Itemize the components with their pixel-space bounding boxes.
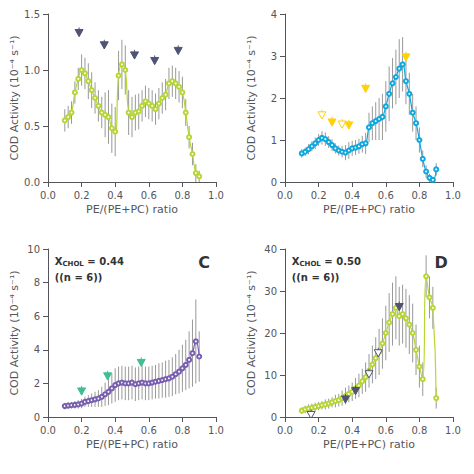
svg-text:COD Activity (10⁻⁴ s⁻¹): COD Activity (10⁻⁴ s⁻¹) <box>8 35 21 160</box>
svg-text:0.6: 0.6 <box>141 425 157 436</box>
svg-text:2: 2 <box>34 378 40 389</box>
svg-text:PE/(PE+PC) ratio: PE/(PE+PC) ratio <box>86 203 178 216</box>
svg-text:1: 1 <box>271 135 277 146</box>
svg-text:0.0: 0.0 <box>40 425 56 436</box>
svg-text:10: 10 <box>27 244 40 255</box>
svg-text:0.2: 0.2 <box>74 425 90 436</box>
svg-text:0.4: 0.4 <box>344 425 360 436</box>
svg-text:X: X <box>291 255 300 267</box>
svg-text:0.8: 0.8 <box>174 190 190 201</box>
svg-text:1.5: 1.5 <box>24 9 40 20</box>
svg-text:0.0: 0.0 <box>24 177 40 188</box>
svg-text:D: D <box>435 253 448 272</box>
svg-text:0.4: 0.4 <box>107 190 123 201</box>
svg-text:0.6: 0.6 <box>378 425 394 436</box>
svg-text:((n = 6)): ((n = 6)) <box>292 272 340 283</box>
svg-text:= 0.44: = 0.44 <box>84 256 124 267</box>
svg-text:0: 0 <box>271 177 277 188</box>
svg-text:CHOL: CHOL <box>299 260 321 268</box>
svg-text:10: 10 <box>264 370 277 381</box>
svg-text:20: 20 <box>264 328 277 339</box>
svg-text:2: 2 <box>271 93 277 104</box>
svg-text:((n = 6)): ((n = 6)) <box>55 272 103 283</box>
svg-text:0.4: 0.4 <box>107 425 123 436</box>
svg-text:30: 30 <box>264 286 277 297</box>
svg-text:CHOL: CHOL <box>62 260 84 268</box>
svg-text:1.0: 1.0 <box>445 190 461 201</box>
svg-text:PE/(PE+PC) ratio: PE/(PE+PC) ratio <box>323 438 415 451</box>
svg-text:0.0: 0.0 <box>277 425 293 436</box>
svg-text:3: 3 <box>271 51 277 62</box>
svg-text:0.8: 0.8 <box>411 425 427 436</box>
svg-text:6: 6 <box>34 311 40 322</box>
svg-text:0.6: 0.6 <box>141 190 157 201</box>
svg-text:COD Activity (10⁻⁴ s⁻¹): COD Activity (10⁻⁴ s⁻¹) <box>245 35 258 160</box>
svg-text:COD Activity (10⁻⁴ s⁻¹): COD Activity (10⁻⁴ s⁻¹) <box>245 270 258 395</box>
svg-text:X: X <box>54 255 63 267</box>
svg-text:= 0.50: = 0.50 <box>321 256 361 267</box>
svg-text:PE/(PE+PC) ratio: PE/(PE+PC) ratio <box>323 203 415 216</box>
svg-text:0.4: 0.4 <box>344 190 360 201</box>
svg-text:1.0: 1.0 <box>208 425 224 436</box>
svg-text:4: 4 <box>271 9 277 20</box>
svg-text:0.6: 0.6 <box>378 190 394 201</box>
svg-text:0: 0 <box>34 412 40 423</box>
svg-text:1.0: 1.0 <box>24 65 40 76</box>
svg-text:1.0: 1.0 <box>445 425 461 436</box>
svg-text:0: 0 <box>271 412 277 423</box>
svg-text:0.2: 0.2 <box>311 425 327 436</box>
svg-text:8: 8 <box>34 277 40 288</box>
svg-text:0.0: 0.0 <box>40 190 56 201</box>
svg-text:0.5: 0.5 <box>24 121 40 132</box>
svg-text:COD Activity (10⁻⁴ s⁻¹): COD Activity (10⁻⁴ s⁻¹) <box>8 270 21 395</box>
svg-text:0.2: 0.2 <box>311 190 327 201</box>
svg-text:0.8: 0.8 <box>174 425 190 436</box>
svg-text:C: C <box>198 253 210 272</box>
svg-text:1.0: 1.0 <box>208 190 224 201</box>
svg-text:0.8: 0.8 <box>411 190 427 201</box>
svg-text:0.2: 0.2 <box>74 190 90 201</box>
svg-text:0.0: 0.0 <box>277 190 293 201</box>
svg-text:4: 4 <box>34 344 40 355</box>
svg-text:40: 40 <box>264 244 277 255</box>
svg-text:PE/(PE+PC) ratio: PE/(PE+PC) ratio <box>86 438 178 451</box>
